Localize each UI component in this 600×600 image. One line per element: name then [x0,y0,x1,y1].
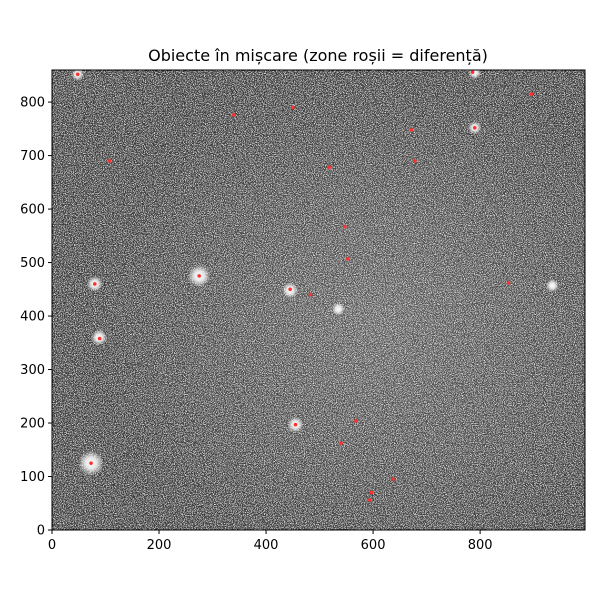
motion-marker [97,336,102,341]
motion-marker [339,441,343,446]
motion-marker [288,287,292,292]
x-tick-label: 800 [468,538,493,553]
motion-marker [529,92,534,96]
plot-frame [51,69,586,531]
y-tick-label: 100 [20,470,45,485]
motion-marker [346,257,350,261]
motion-marker [391,477,395,481]
motion-marker [93,282,97,286]
bright-stars [71,70,559,476]
motion-marker [197,274,201,278]
x-tick-label: 400 [254,538,279,553]
star [545,279,559,292]
motion-marker [472,125,477,130]
motion-marker [232,113,236,117]
y-tick-label: 500 [20,256,45,271]
motion-marker [327,165,332,170]
chart-title: Obiecte în mișcare (zone roșii = diferen… [148,46,488,65]
motion-marker [413,159,417,163]
star [331,302,345,316]
y-axis: 0 100 200 300 400 500 600 700 800 [20,96,52,539]
y-tick-label: 0 [37,524,45,539]
motion-marker [107,159,112,163]
star [468,70,482,80]
motion-marker [506,281,511,285]
star-field-image [52,70,585,530]
motion-marker [89,461,93,465]
motion-marker [369,490,374,495]
motion-marker [409,128,414,132]
x-tick-label: 600 [361,538,386,553]
y-tick-label: 300 [20,363,45,378]
y-tick-label: 700 [20,149,45,164]
y-tick-label: 800 [20,96,45,111]
motion-marker [368,498,372,502]
y-tick-label: 600 [20,203,45,218]
motion-marker [470,70,475,74]
motion-marker [293,422,298,427]
motion-marker [342,224,347,229]
motion-marker [75,72,80,77]
x-axis: 0 200 400 600 800 [48,530,493,553]
motion-markers [75,70,534,502]
motion-marker [291,105,295,110]
y-tick-label: 400 [20,310,45,325]
motion-marker [308,292,313,297]
y-tick-label: 200 [20,417,45,432]
x-tick-label: 0 [48,538,56,553]
motion-marker [354,419,358,423]
x-tick-label: 200 [147,538,172,553]
